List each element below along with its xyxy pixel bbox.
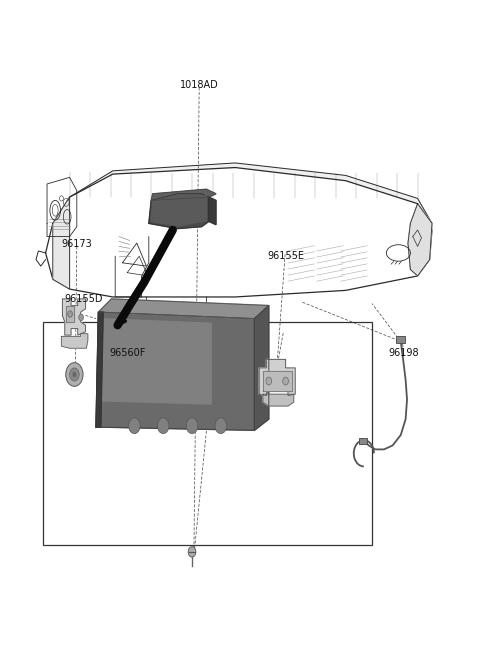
Circle shape — [70, 368, 79, 381]
Bar — [43, 322, 372, 545]
Text: 96560F: 96560F — [109, 348, 145, 359]
Bar — [359, 438, 367, 444]
Circle shape — [68, 311, 72, 317]
Polygon shape — [62, 299, 85, 335]
Polygon shape — [70, 163, 432, 230]
Text: 96198: 96198 — [388, 348, 419, 359]
Circle shape — [157, 418, 169, 434]
Circle shape — [283, 377, 288, 385]
Bar — [396, 336, 405, 343]
Text: 1018AD: 1018AD — [180, 80, 218, 91]
Circle shape — [188, 547, 196, 557]
Circle shape — [186, 418, 198, 434]
Polygon shape — [263, 371, 292, 391]
Circle shape — [79, 314, 84, 321]
Polygon shape — [151, 189, 216, 200]
Circle shape — [266, 377, 272, 385]
Polygon shape — [149, 194, 209, 229]
Circle shape — [129, 418, 140, 434]
Text: 96155D: 96155D — [65, 294, 103, 304]
Polygon shape — [53, 197, 70, 289]
Circle shape — [66, 363, 83, 386]
Polygon shape — [408, 204, 432, 276]
Polygon shape — [259, 359, 295, 396]
Polygon shape — [98, 319, 211, 404]
Polygon shape — [263, 394, 294, 406]
Polygon shape — [254, 306, 269, 430]
Polygon shape — [209, 197, 216, 225]
Polygon shape — [96, 312, 254, 430]
Circle shape — [215, 418, 227, 434]
Polygon shape — [96, 312, 103, 427]
Polygon shape — [151, 195, 206, 226]
Circle shape — [72, 372, 76, 377]
Polygon shape — [66, 306, 74, 322]
Polygon shape — [98, 299, 269, 319]
Text: 96173: 96173 — [61, 239, 92, 250]
Text: 96155E: 96155E — [267, 251, 304, 261]
Polygon shape — [61, 334, 88, 348]
